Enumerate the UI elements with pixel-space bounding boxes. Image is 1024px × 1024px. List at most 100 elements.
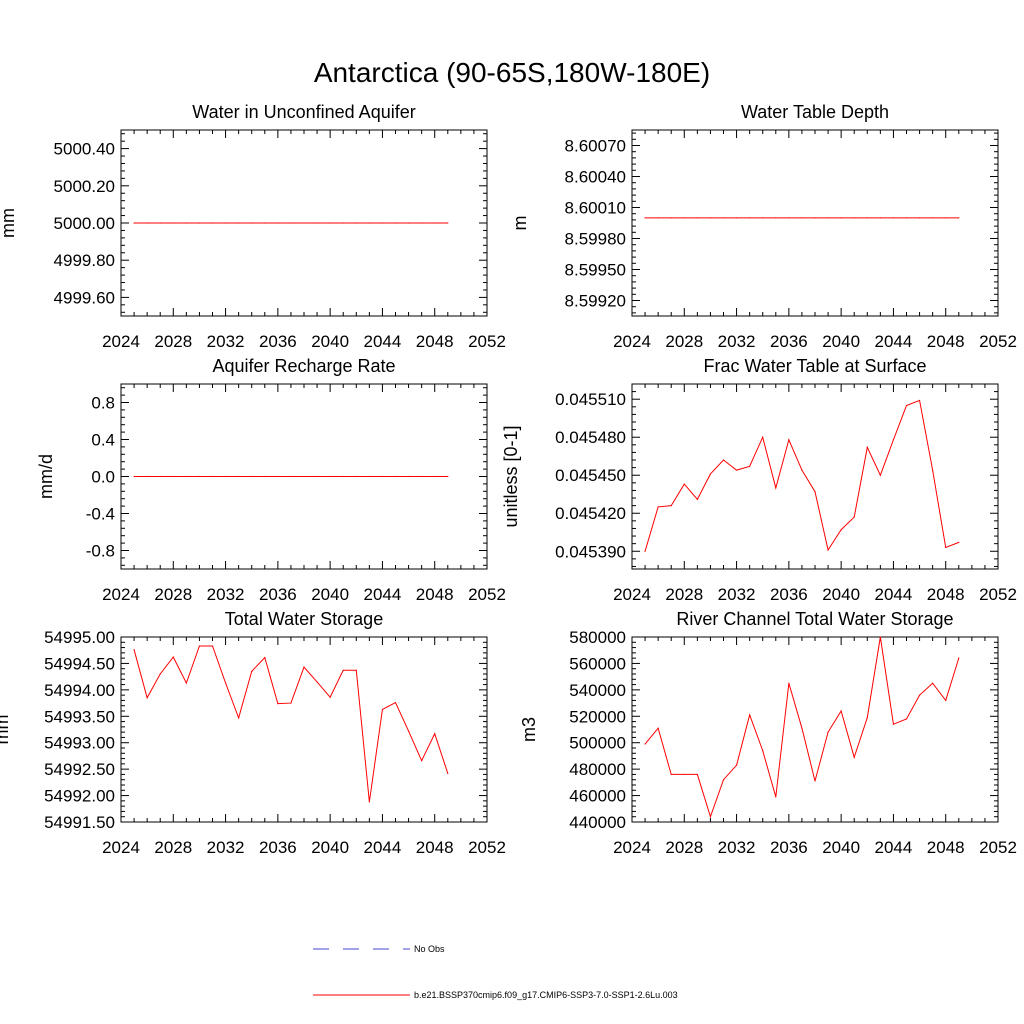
y-tick-label: 5000.20 [54,177,115,196]
data-point [447,222,449,224]
data-point [722,217,725,219]
data-point [224,222,227,224]
data-point [827,549,829,551]
data-point [814,217,816,219]
data-point [172,475,174,478]
x-tick-label: 2048 [416,332,454,351]
data-point [827,731,829,733]
data-point [814,491,816,493]
x-tick-label: 2028 [665,585,703,604]
x-tick-label: 2052 [468,585,506,604]
y-tick-label: 4999.80 [54,251,115,270]
data-point [381,222,384,224]
x-tick-label: 2052 [468,332,506,351]
data-point [316,475,318,478]
data-point [801,217,803,219]
x-tick-label: 2052 [979,332,1017,351]
data-point [133,649,135,651]
y-tick-label: 8.59920 [565,292,626,311]
data-point [762,217,764,219]
data-point [290,702,292,704]
data-point [277,475,279,478]
y-tick-label: 540000 [569,681,626,700]
data-point [696,773,698,776]
y-tick-label: -0.8 [86,542,115,561]
data-point [355,475,357,478]
x-tick-label: 2040 [311,585,349,604]
y-tick-label: 480000 [569,760,626,779]
data-point [788,682,790,684]
data-point [827,217,829,219]
x-tick-label: 2032 [718,838,756,857]
y-axis-label: mm [0,715,12,745]
data-point [945,699,947,702]
x-tick-label: 2036 [259,838,297,857]
x-tick-label: 2044 [875,838,913,857]
panel-title: River Channel Total Water Storage [676,609,953,629]
x-tick-label: 2044 [364,838,402,857]
y-tick-label: 8.59950 [565,261,626,280]
x-tick-label: 2052 [468,838,506,857]
panels: Water in Unconfined Aquifer 2024 2028 2032 2… [0,102,1017,857]
data-point [421,760,423,762]
data-point [238,717,240,719]
data-point [251,475,253,478]
data-point [775,217,777,219]
data-point [368,222,370,224]
data-point [735,469,738,471]
y-tick-label: 520000 [569,707,626,726]
data-point [198,645,201,647]
data-point [251,222,253,224]
legend: No Obs b.e21.BSSP370cmip6.f09_g17.CMIP6-… [313,944,678,1000]
data-point [670,773,672,776]
x-tick-label: 2040 [311,332,349,351]
data-point [342,669,344,671]
y-axis-label: mm [0,208,18,238]
y-tick-label: -0.4 [86,505,115,524]
y-tick-label: 500000 [569,734,626,753]
data-point [381,475,384,478]
data-point [368,475,370,478]
data-point [434,475,436,478]
panel-4: Frac Water Table at Surface 2024 2028 2032 2… [501,356,1017,604]
x-tick-label: 2048 [416,838,454,857]
x-tick-label: 2024 [613,332,651,351]
legend-obs-label: No Obs [414,944,445,954]
data-point [892,217,895,219]
data-point [788,217,790,219]
x-tick-label: 2036 [259,332,297,351]
y-tick-label: 0.045420 [555,504,626,523]
y-tick-label: 0.045510 [555,390,626,409]
data-point [434,222,436,224]
data-point [185,222,187,224]
data-point [918,399,921,402]
data-point [905,217,908,219]
data-point [709,473,712,475]
y-tick-label: 54993.50 [44,707,115,726]
data-point [657,727,659,729]
x-tick-label: 2052 [979,838,1017,857]
data-point [211,645,214,647]
data-point [657,506,659,508]
panel-3: Aquifer Recharge Rate 2024 2028 2032 2036 204… [36,356,506,604]
y-axis-label: mm/d [36,454,56,499]
data-point [421,475,423,478]
x-tick-label: 2032 [718,585,756,604]
x-tick-label: 2024 [613,838,651,857]
data-point [945,546,947,549]
x-tick-label: 2036 [770,838,808,857]
data-point [185,682,187,684]
x-tick-label: 2052 [979,585,1017,604]
y-tick-label: 54991.50 [44,813,115,832]
y-tick-label: 8.59980 [565,230,626,249]
y-tick-label: 560000 [569,654,626,673]
y-axis-label: unitless [0-1] [501,425,521,527]
data-point [146,222,148,224]
data-point [316,222,318,224]
data-point [159,673,161,675]
data-point [264,222,266,224]
y-tick-label: 0.0 [91,468,115,487]
legend-model-label: b.e21.BSSP370cmip6.f09_g17.CMIP6-SSP3-7.… [414,990,678,1000]
data-point [238,222,240,224]
